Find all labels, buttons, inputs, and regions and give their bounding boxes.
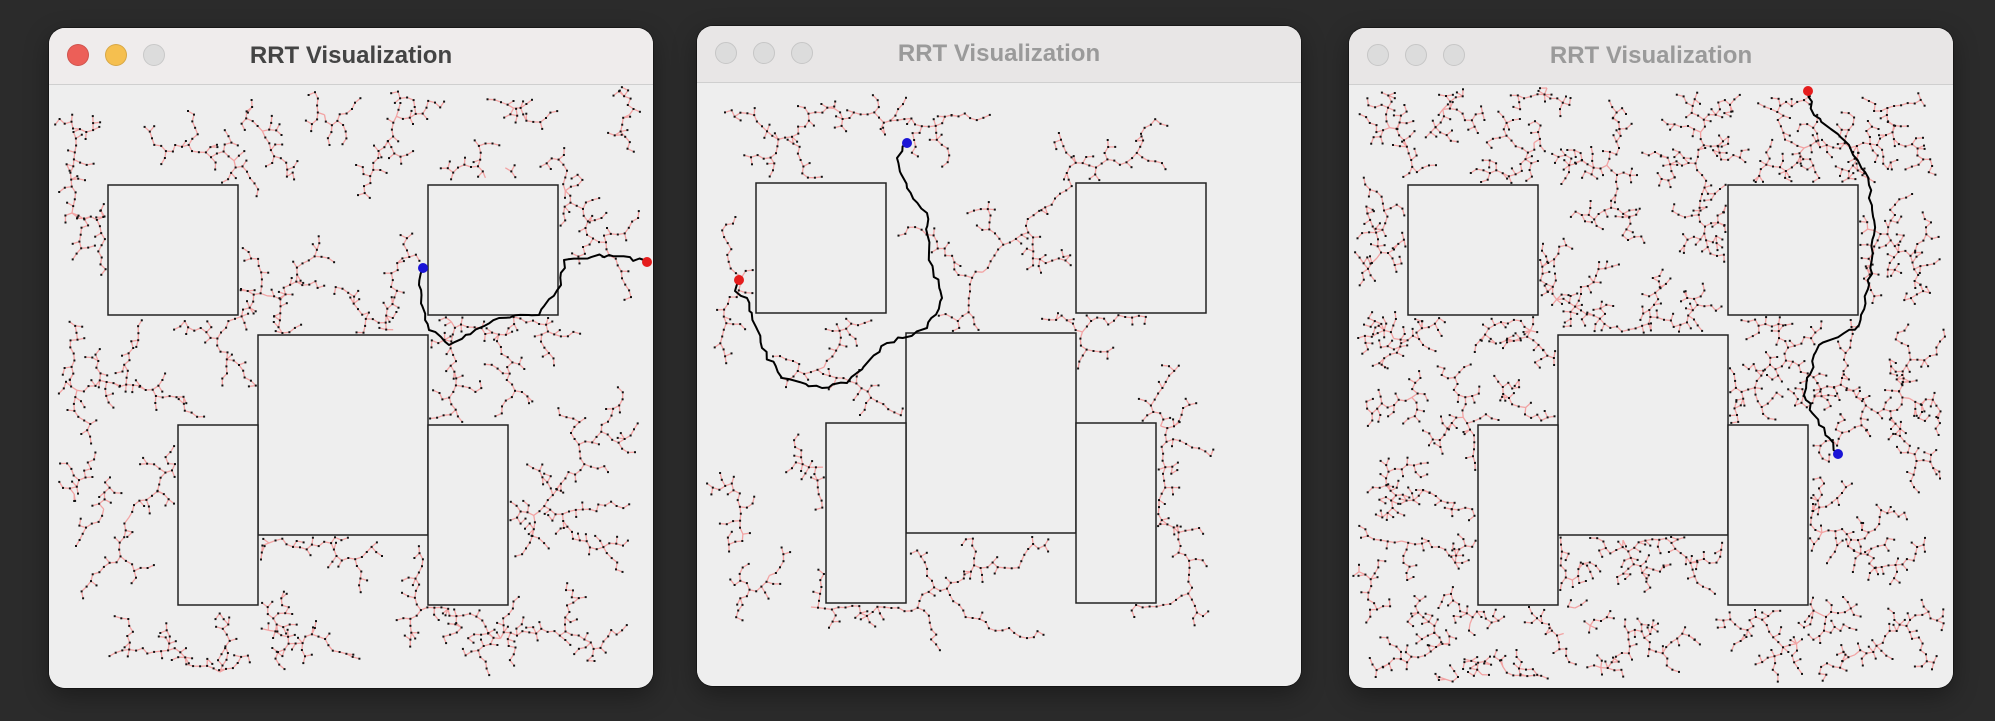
obstacle-1 — [107, 184, 239, 316]
start-marker — [902, 138, 912, 148]
rrt-path — [734, 142, 943, 389]
obstacle-5 — [427, 424, 509, 606]
minimize-icon[interactable] — [105, 44, 127, 66]
obstacle-3 — [257, 334, 429, 536]
traffic-lights — [1367, 44, 1465, 66]
obstacle-2 — [427, 184, 559, 316]
rrt-tree-nodes — [706, 94, 1215, 652]
traffic-lights — [715, 42, 813, 64]
zoom-icon[interactable] — [143, 44, 165, 66]
obstacles — [107, 184, 559, 606]
obstacle-5 — [1075, 422, 1157, 604]
close-icon[interactable] — [1367, 44, 1389, 66]
obstacle-5 — [1727, 424, 1809, 606]
obstacle-4 — [825, 422, 907, 604]
zoom-icon[interactable] — [1443, 44, 1465, 66]
rrt-window-1: RRT Visualization — [49, 28, 653, 688]
rrt-window-2: RRT Visualization — [697, 26, 1301, 686]
rrt-plot — [706, 94, 1215, 652]
goal-marker — [642, 257, 652, 267]
start-marker — [1833, 449, 1843, 459]
obstacle-1 — [755, 182, 887, 314]
obstacles — [1407, 184, 1859, 606]
rrt-path — [1803, 90, 1877, 454]
goal-marker — [1803, 86, 1813, 96]
obstacle-1 — [1407, 184, 1539, 316]
rrt-canvas — [1349, 85, 1953, 688]
obstacle-2 — [1727, 184, 1859, 316]
title-bar[interactable]: RRT Visualization — [1349, 28, 1953, 85]
goal-marker — [734, 275, 744, 285]
title-bar[interactable]: RRT Visualization — [697, 26, 1301, 83]
traffic-lights — [67, 44, 165, 66]
rrt-window-3: RRT Visualization — [1349, 28, 1953, 688]
rrt-tree-nodes — [1352, 87, 1946, 683]
obstacle-4 — [1477, 424, 1559, 606]
obstacles — [755, 182, 1207, 604]
rrt-path — [418, 253, 648, 346]
window-title: RRT Visualization — [1549, 42, 1753, 69]
rrt-tree-nodes — [54, 86, 641, 677]
minimize-icon[interactable] — [1405, 44, 1427, 66]
minimize-icon[interactable] — [753, 42, 775, 64]
rrt-plot — [54, 86, 652, 677]
obstacle-3 — [905, 332, 1077, 534]
obstacle-4 — [177, 424, 259, 606]
obstacle-2 — [1075, 182, 1207, 314]
rrt-canvas — [697, 83, 1301, 686]
obstacle-3 — [1557, 334, 1729, 536]
window-title: RRT Visualization — [249, 42, 453, 69]
rrt-canvas — [49, 85, 653, 688]
rrt-plot — [1352, 86, 1946, 683]
zoom-icon[interactable] — [791, 42, 813, 64]
title-bar[interactable]: RRT Visualization — [49, 28, 653, 85]
window-title: RRT Visualization — [897, 40, 1101, 67]
close-icon[interactable] — [67, 44, 89, 66]
close-icon[interactable] — [715, 42, 737, 64]
start-marker — [418, 263, 428, 273]
